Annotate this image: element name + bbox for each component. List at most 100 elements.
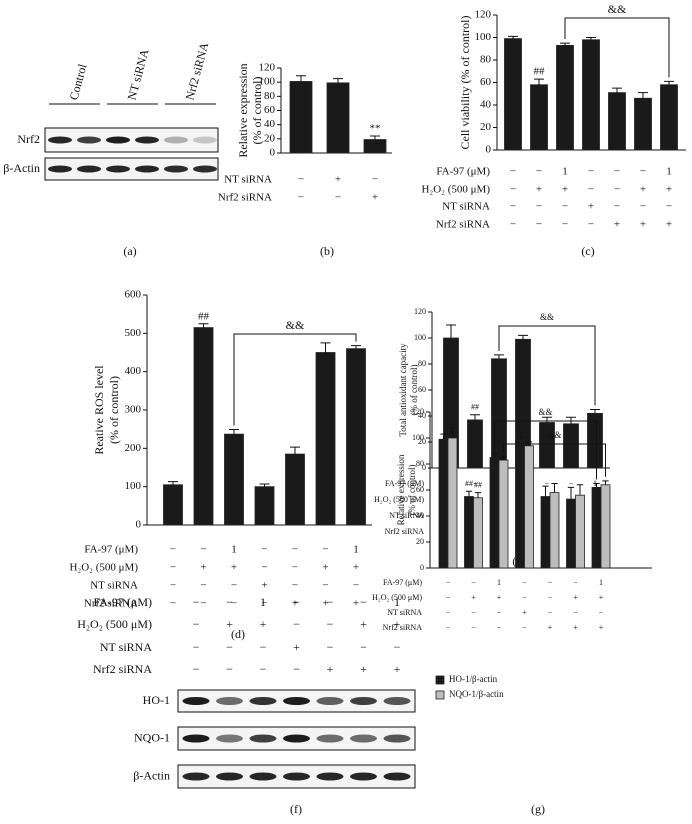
error-bar: [638, 92, 648, 99]
bar: [363, 139, 387, 154]
condition-mark: −: [335, 192, 341, 204]
blot-band: [249, 734, 277, 743]
y-tick-label: 120: [412, 407, 424, 416]
y-tick-label: 0: [422, 463, 426, 472]
condition-mark: −: [569, 479, 574, 488]
condition-label: Nrf2 siRNA: [385, 527, 425, 536]
bar: [591, 486, 602, 569]
error-bar: [446, 324, 456, 338]
condition-mark: −: [562, 219, 568, 231]
condition-mark: −: [588, 219, 594, 231]
blot-band: [350, 697, 377, 705]
condition-mark: −: [536, 219, 542, 231]
significance-label: &&: [547, 430, 561, 440]
blot-band: [383, 772, 411, 781]
condition-mark: 1: [260, 595, 266, 609]
error-bar: [567, 486, 575, 500]
condition-mark: +: [353, 562, 359, 574]
condition-mark: +: [327, 662, 334, 676]
condition-mark: −: [588, 184, 594, 196]
error-bar: [296, 75, 306, 82]
panel-label: (d): [231, 627, 245, 641]
condition-mark: −: [200, 580, 206, 592]
condition-mark: −: [536, 166, 542, 178]
condition-mark: +: [372, 192, 378, 204]
condition-mark: −: [446, 608, 451, 617]
error-bar: [500, 455, 507, 461]
blot-band: [182, 772, 210, 781]
condition-mark: −: [193, 595, 200, 609]
condition-label: Nrf2 siRNA: [218, 192, 272, 204]
condition-mark: −: [562, 201, 568, 213]
condition-mark: −: [260, 640, 267, 654]
condition-mark: −: [298, 192, 304, 204]
condition-mark: +: [562, 184, 568, 196]
blot-band: [350, 772, 377, 781]
condition-mark: +: [322, 598, 328, 610]
bar: [566, 498, 576, 569]
condition-mark: +: [497, 593, 502, 602]
error-bar: [474, 492, 482, 498]
condition-mark: −: [548, 578, 553, 587]
condition-mark: +: [588, 201, 594, 213]
blot-band: [216, 734, 243, 743]
error-bar: [333, 78, 343, 83]
condition-label: FA-97 (μM): [84, 544, 138, 556]
condition-mark: −: [226, 595, 233, 609]
condition-mark: −: [170, 598, 176, 610]
bar: [634, 97, 652, 151]
condition-mark: −: [614, 166, 620, 178]
bar: [582, 39, 600, 151]
error-bar: [612, 87, 622, 93]
legend-label: HO-1/β-actin: [449, 674, 498, 684]
blot-band: [216, 772, 243, 781]
bar: [660, 84, 678, 151]
condition-mark: −: [327, 617, 334, 631]
condition-label: Nrf2 siRNA: [383, 623, 423, 632]
condition-mark: −: [588, 166, 594, 178]
blot-row-label: NQO-1: [134, 730, 170, 744]
condition-mark: +: [666, 219, 672, 231]
condition-mark: −: [510, 166, 516, 178]
error-bar: [320, 342, 331, 353]
condition-mark: −: [360, 640, 367, 654]
bar: [600, 484, 611, 569]
error-bar: [290, 446, 300, 455]
error-bar: [491, 453, 498, 458]
condition-label: NT siRNA: [224, 174, 272, 186]
bar: [326, 82, 350, 154]
condition-label: H₂O₂ (500 μM): [374, 495, 424, 504]
condition-mark: +: [335, 174, 341, 186]
y-tick-label: 100: [259, 76, 276, 88]
y-tick-label: 0: [136, 519, 142, 531]
y-axis-label: Relative expression: [236, 63, 250, 157]
panel-label: (f): [290, 802, 302, 816]
bar: [254, 486, 275, 526]
blot-band: [283, 772, 310, 781]
blot-band: [164, 165, 188, 173]
condition-mark: −: [536, 201, 542, 213]
y-tick-label: 60: [264, 104, 276, 116]
legend-swatch: [435, 675, 445, 685]
condition-mark: −: [522, 623, 527, 632]
condition-mark: −: [226, 662, 233, 676]
significance-label: &&: [540, 312, 554, 322]
condition-mark: −: [193, 617, 200, 631]
significance-label: ##: [465, 479, 473, 488]
condition-mark: −: [322, 544, 328, 556]
error-bar: [470, 414, 480, 420]
blot-band: [135, 136, 159, 144]
condition-mark: −: [471, 578, 476, 587]
condition-mark: −: [327, 640, 334, 654]
blot-band: [383, 734, 411, 743]
significance-label: ##: [474, 480, 482, 489]
condition-mark: 1: [562, 166, 568, 178]
error-bar: [351, 345, 361, 349]
blot-band: [77, 165, 101, 173]
condition-mark: −: [510, 201, 516, 213]
y-tick-label: 40: [264, 118, 276, 130]
bar: [575, 494, 585, 569]
panel-label: (c): [581, 244, 594, 258]
error-bar: [593, 483, 600, 488]
blot-band: [193, 136, 217, 144]
